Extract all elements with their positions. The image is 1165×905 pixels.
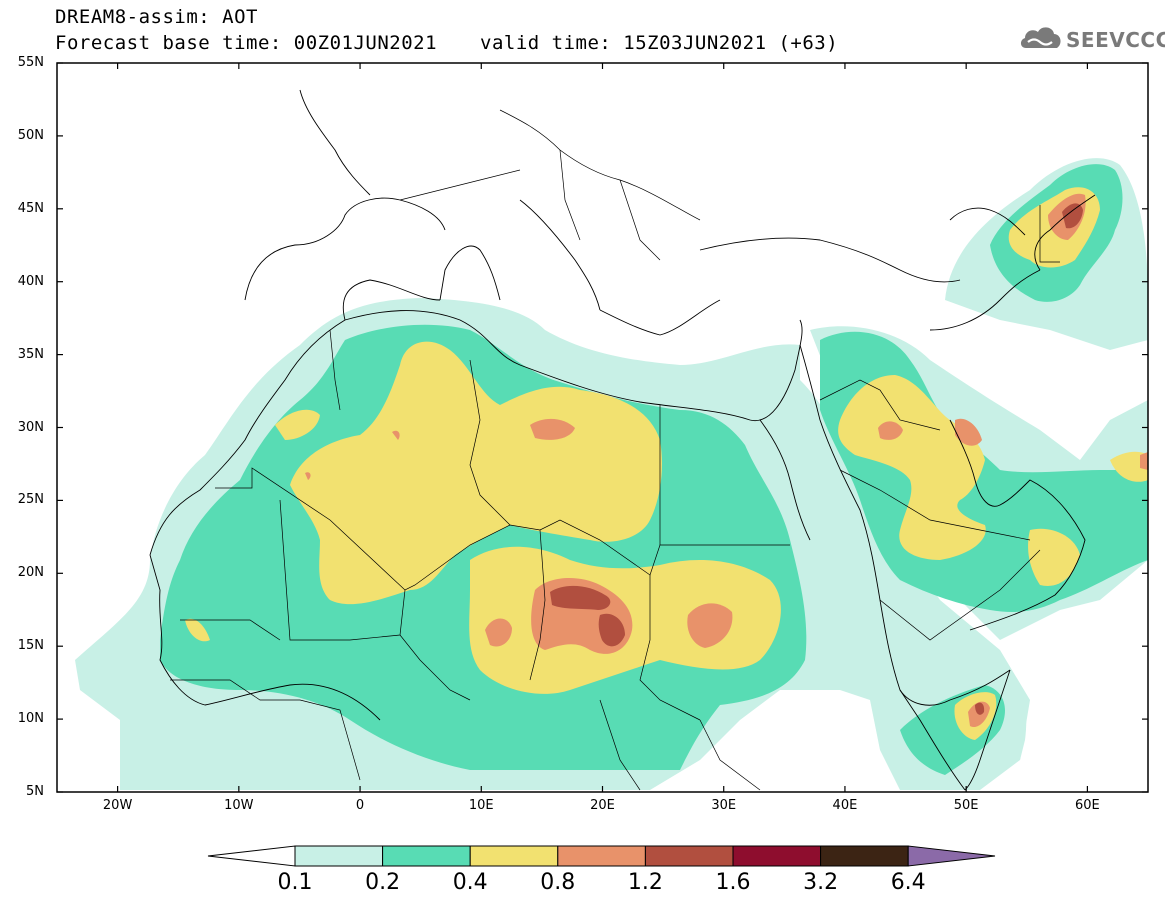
cloud-icon: [1020, 27, 1061, 48]
colorbar: [207, 845, 996, 867]
lon-label-0: 0: [355, 798, 365, 813]
lat-label-40N: 40N: [17, 273, 44, 289]
lat-label-30N: 30N: [17, 419, 44, 435]
colorbar-under-arrow: [207, 845, 296, 867]
colorbar-label-0.4: 0.4: [452, 870, 488, 895]
colorbar-over-arrow: [907, 845, 996, 867]
colorbar-swatch: [644, 845, 734, 867]
lon-label-30E: 30E: [711, 798, 737, 813]
colorbar-swatch: [732, 845, 822, 867]
lat-label-10N: 10N: [17, 711, 44, 727]
lon-label-40E: 40E: [832, 798, 858, 813]
coastlines-borders: [149, 89, 1096, 791]
lon-label-20W: 20W: [102, 798, 133, 813]
colorbar-label-6.4: 6.4: [890, 870, 926, 895]
colorbar-swatch: [382, 845, 471, 867]
colorbar-label-1.2: 1.2: [627, 870, 663, 895]
colorbar-label-0.8: 0.8: [540, 870, 576, 895]
colorbar-label-0.2: 0.2: [365, 870, 401, 895]
colorbar-swatch: [557, 845, 646, 867]
colorbar-label-0.1: 0.1: [277, 870, 313, 895]
valid-time: valid time: 15Z03JUN2021 (+63): [480, 32, 839, 54]
colorbar-label-3.2: 3.2: [803, 870, 839, 895]
colorbar-swatch: [294, 845, 384, 867]
lat-label-20N: 20N: [17, 565, 44, 581]
lat-label-5N: 5N: [26, 784, 44, 799]
lon-label-20E: 20E: [590, 798, 615, 813]
lat-label-50N: 50N: [17, 127, 44, 143]
lon-label-10W: 10W: [224, 798, 254, 813]
lon-label-50E: 50E: [953, 798, 979, 813]
lon-label-10E: 10E: [468, 798, 494, 813]
colorbar-label-1.6: 1.6: [715, 870, 751, 895]
colorbar-swatch: [820, 845, 909, 867]
map-title: DREAM8-assim: AOT: [55, 6, 258, 28]
aot-field: [75, 158, 1148, 790]
logo-text: SEEVCCC: [1066, 28, 1165, 52]
seevccc-logo: SEEVCCC: [1018, 22, 1165, 58]
country-borders: [170, 109, 1060, 791]
forecast-base-time: Forecast base time: 00Z01JUN2021: [55, 32, 438, 54]
lat-label-45N: 45N: [17, 200, 44, 216]
aot-band-1.2: [550, 203, 1083, 715]
lat-label-25N: 25N: [17, 492, 44, 508]
lat-label-55N: 55N: [17, 55, 44, 70]
lat-label-35N: 35N: [17, 346, 44, 362]
colorbar-swatch: [469, 845, 559, 867]
lat-label-15N: 15N: [17, 638, 44, 654]
axis-ticks: [57, 62, 1148, 793]
lon-label-60E: 60E: [1074, 798, 1100, 813]
